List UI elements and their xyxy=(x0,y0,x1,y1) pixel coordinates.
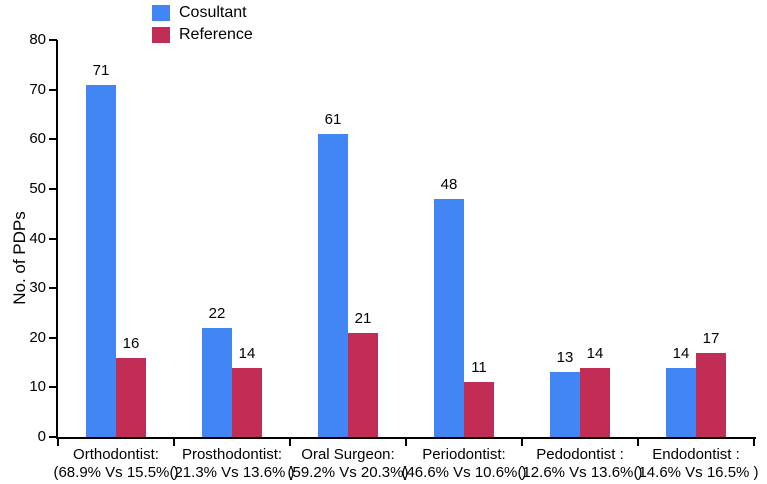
category-sublabel-2: (59.2% Vs 20.3%) xyxy=(287,464,409,481)
y-tick-mark-70 xyxy=(49,88,57,91)
bar-cosultant-5 xyxy=(666,367,696,437)
y-tick-label-20: 20 xyxy=(29,328,46,346)
y-axis-line xyxy=(56,40,58,439)
chart-legend: Cosultant Reference xyxy=(152,2,253,46)
bar-reference-2 xyxy=(348,332,378,437)
bar-cosultant-1 xyxy=(202,327,232,437)
y-tick-label-10: 10 xyxy=(29,378,46,396)
y-tick-label-50: 50 xyxy=(29,179,46,197)
bar-value-cosultant-2: 61 xyxy=(324,111,342,129)
legend-label-consultant: Cosultant xyxy=(179,4,247,21)
bar-reference-4 xyxy=(580,367,610,437)
x-tick-mark-6 xyxy=(753,439,755,446)
bar-value-reference-3: 11 xyxy=(471,359,487,377)
category-sublabel-1: (21.3% Vs 13.6% ) xyxy=(169,464,295,481)
x-tick-mark-2 xyxy=(289,439,291,446)
category-sublabel-0: (68.9% Vs 15.5% ) xyxy=(53,464,179,481)
y-tick-mark-40 xyxy=(49,237,57,240)
category-sublabel-4: (12.6% Vs 13.6% ) xyxy=(517,464,643,481)
x-tick-mark-4 xyxy=(521,439,523,446)
y-tick-mark-50 xyxy=(49,187,57,190)
legend-label-reference: Reference xyxy=(179,26,253,43)
category-label-5: Endodontist : xyxy=(652,446,740,463)
y-tick-mark-20 xyxy=(49,336,57,339)
legend-item-reference: Reference xyxy=(152,24,253,46)
category-label-0: Orthodontist: xyxy=(73,446,159,463)
y-tick-label-60: 60 xyxy=(29,130,46,148)
y-tick-mark-30 xyxy=(49,287,57,290)
legend-swatch-consultant xyxy=(152,5,170,21)
bar-value-reference-5: 17 xyxy=(702,329,720,347)
bar-value-reference-1: 14 xyxy=(238,344,256,362)
bar-value-reference-2: 21 xyxy=(354,309,372,327)
bar-value-cosultant-1: 22 xyxy=(208,304,226,322)
legend-swatch-reference xyxy=(152,27,170,43)
bar-reference-0 xyxy=(116,357,146,437)
bar-value-cosultant-3: 48 xyxy=(440,175,458,193)
category-label-4: Pedodontist : xyxy=(536,446,624,463)
category-label-3: Periodontist: xyxy=(422,446,506,463)
y-tick-mark-0 xyxy=(49,436,57,438)
category-label-2: Oral Surgeon: xyxy=(301,446,395,463)
bar-reference-3 xyxy=(464,382,494,437)
legend-item-consultant: Cosultant xyxy=(152,2,253,24)
category-label-1: Prosthodontist: xyxy=(181,446,283,463)
y-tick-mark-60 xyxy=(49,138,57,141)
bar-value-cosultant-5: 14 xyxy=(672,344,690,362)
y-tick-label-80: 80 xyxy=(29,31,46,48)
y-tick-label-40: 40 xyxy=(29,229,46,247)
category-sublabel-5: (14.6% Vs 16.5% ) xyxy=(633,464,759,481)
x-tick-mark-1 xyxy=(173,439,175,446)
bar-cosultant-4 xyxy=(550,372,580,437)
y-tick-mark-10 xyxy=(49,386,57,389)
bar-value-cosultant-4: 13 xyxy=(556,349,574,367)
y-tick-label-30: 30 xyxy=(29,279,46,297)
bar-value-reference-4: 14 xyxy=(586,344,604,362)
y-tick-label-70: 70 xyxy=(29,80,46,98)
bar-value-reference-0: 16 xyxy=(122,334,140,352)
x-axis-line xyxy=(56,437,756,439)
x-tick-mark-0 xyxy=(57,439,59,446)
x-tick-mark-3 xyxy=(405,439,407,446)
bar-reference-5 xyxy=(696,352,726,437)
bar-value-cosultant-0: 71 xyxy=(92,61,110,79)
y-tick-label-0: 0 xyxy=(37,428,46,445)
category-sublabel-3: (46.6% Vs 10.6% ) xyxy=(401,464,527,481)
bar-cosultant-2 xyxy=(318,134,348,437)
bar-cosultant-3 xyxy=(434,198,464,437)
x-tick-mark-5 xyxy=(637,439,639,446)
y-tick-mark-80 xyxy=(49,39,57,41)
bar-reference-1 xyxy=(232,367,262,437)
bar-cosultant-0 xyxy=(86,84,116,437)
